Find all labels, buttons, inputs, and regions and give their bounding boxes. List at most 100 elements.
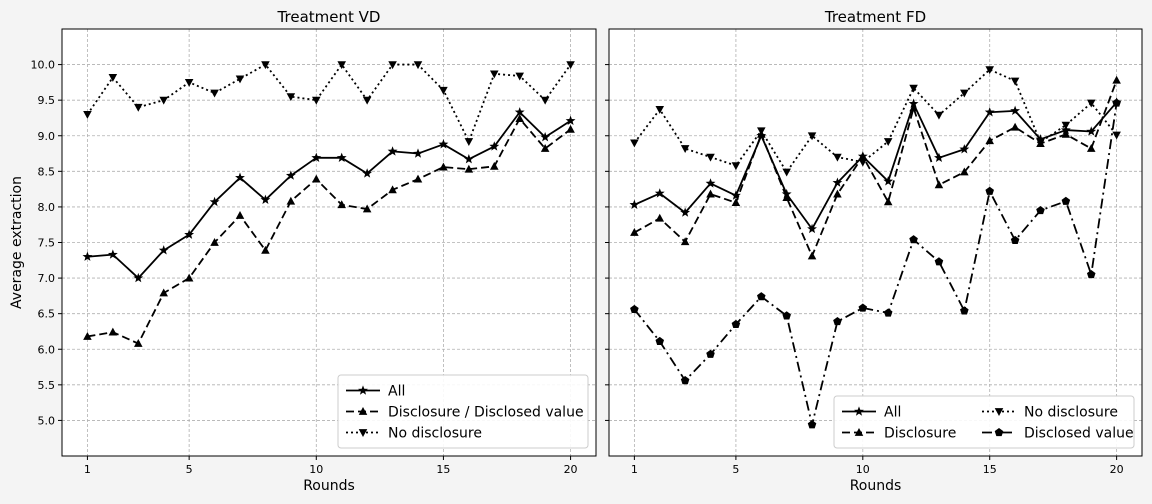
data-point — [184, 229, 195, 239]
data-point — [934, 152, 944, 162]
series-triangle-down-2 — [83, 61, 575, 146]
legend-label: No disclosure — [1024, 405, 1118, 421]
data-point — [540, 96, 550, 105]
legend-swatch-marker — [854, 406, 864, 416]
data-point — [463, 154, 474, 164]
legend-label: All — [388, 384, 405, 400]
legend-item: No disclosure — [982, 405, 1118, 421]
data-point — [83, 111, 92, 119]
data-point — [83, 331, 92, 340]
data-point — [261, 61, 270, 70]
data-point — [757, 127, 766, 136]
data-point — [362, 96, 372, 105]
data-point — [490, 161, 499, 170]
data-point — [210, 238, 219, 246]
data-point — [1036, 138, 1045, 147]
data-point — [807, 223, 817, 234]
data-point — [108, 327, 118, 336]
series-line — [87, 111, 572, 279]
data-point — [655, 106, 665, 114]
data-point — [1086, 99, 1096, 108]
data-point — [680, 376, 690, 385]
x-tick-label: 10 — [856, 463, 870, 476]
data-point — [782, 168, 791, 177]
data-point — [706, 153, 715, 162]
data-point — [438, 139, 449, 149]
y-tick-label: 7.0 — [38, 272, 56, 285]
data-point — [388, 185, 397, 194]
y-tick-label: 5.0 — [38, 414, 56, 427]
data-point — [1061, 121, 1071, 130]
data-point — [1112, 98, 1121, 107]
data-point — [654, 188, 665, 198]
legend-item: Disclosure — [842, 426, 956, 442]
plot-frame — [61, 28, 597, 457]
data-point — [705, 178, 716, 188]
data-point — [731, 319, 741, 328]
data-point — [782, 311, 791, 320]
data-point — [630, 139, 639, 148]
data-point — [286, 196, 296, 205]
data-point — [489, 141, 500, 151]
data-point — [655, 336, 665, 346]
data-point — [1061, 196, 1071, 205]
data-point — [832, 177, 843, 187]
data-point — [833, 189, 842, 198]
data-point — [134, 339, 143, 347]
data-point — [757, 292, 766, 301]
data-point — [1010, 235, 1020, 245]
data-point — [807, 132, 817, 141]
data-point — [1086, 126, 1097, 136]
panel-title: Treatment FD — [824, 8, 926, 26]
legend-swatch-marker — [358, 429, 368, 437]
data-point — [833, 153, 842, 162]
y-tick-label: 8.5 — [38, 165, 56, 178]
legend-label: Disclosed value — [1024, 426, 1134, 442]
data-point — [629, 199, 640, 209]
data-point — [833, 317, 842, 326]
data-point — [1086, 270, 1096, 279]
data-point — [82, 251, 93, 261]
x-axis-label: Rounds — [850, 478, 902, 494]
data-point — [985, 66, 994, 75]
x-tick-label: 1 — [631, 463, 638, 476]
data-point — [515, 72, 524, 81]
data-point — [210, 89, 219, 98]
data-point — [680, 207, 691, 217]
data-point — [680, 145, 690, 154]
x-tick-label: 15 — [983, 463, 997, 476]
data-point — [108, 74, 118, 82]
legend-swatch-marker — [358, 407, 368, 415]
data-point — [959, 144, 970, 154]
data-point — [706, 349, 715, 358]
legend-swatch-marker — [358, 385, 368, 395]
legend-label: Disclosure — [884, 426, 956, 442]
data-point — [565, 115, 576, 125]
data-point — [464, 164, 474, 173]
data-point — [1010, 105, 1021, 116]
legend-item: Disclosure / Disclosed value — [346, 405, 584, 421]
data-point — [782, 193, 791, 202]
data-point — [337, 200, 346, 209]
data-point — [730, 190, 741, 200]
data-point — [158, 245, 169, 255]
x-tick-label: 20 — [1110, 463, 1124, 476]
data-point — [566, 124, 575, 133]
data-point — [260, 194, 271, 204]
data-point — [362, 168, 373, 178]
data-point — [540, 132, 551, 142]
data-point — [312, 96, 321, 105]
data-point — [909, 235, 918, 244]
data-point — [337, 61, 346, 70]
series-line — [633, 79, 1118, 257]
data-point — [413, 61, 423, 70]
legend-item: Disclosed value — [982, 426, 1134, 442]
data-point — [1061, 129, 1071, 138]
series-triangle-down-2 — [630, 66, 1121, 177]
data-point — [883, 308, 893, 317]
legend-label: Disclosure / Disclosed value — [388, 405, 584, 421]
data-point — [680, 237, 690, 246]
data-point — [934, 257, 944, 266]
data-point — [1010, 122, 1020, 131]
